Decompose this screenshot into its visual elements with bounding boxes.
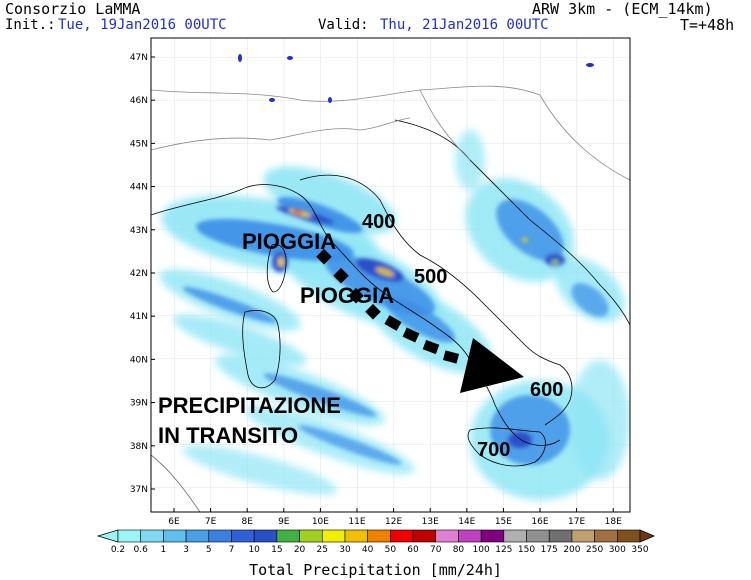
colorbar-label: 175 (540, 545, 558, 555)
colorbar-swatch (480, 529, 505, 543)
colorbar-label: 250 (586, 545, 604, 555)
lon-tick-18E: 18E (605, 517, 622, 527)
colorbar-swatch (299, 529, 323, 543)
colorbar-swatch (571, 529, 595, 543)
lon-tick-14E: 14E (458, 517, 475, 527)
lat-tick-46N: 46N (130, 96, 148, 106)
colorbar-right-arrow (639, 529, 656, 543)
colorbar-label: 25 (316, 545, 328, 555)
colorbar-swatch (367, 529, 391, 543)
colorbar-swatch (435, 529, 459, 543)
colorbar-label: 30 (339, 545, 351, 555)
colorbar-swatch (208, 529, 232, 543)
colorbar-swatch (503, 529, 527, 543)
lat-tick-41N: 41N (130, 312, 148, 322)
colorbar-label: 0.6 (133, 545, 148, 555)
colorbar-swatch (548, 529, 573, 543)
lat-tick-37N: 37N (130, 485, 148, 495)
colorbar-label: 5 (205, 545, 212, 555)
colorbar-swatch (321, 529, 346, 543)
colorbar-label: 70 (430, 545, 442, 555)
valid-label: Valid: (318, 17, 369, 33)
coastlines (151, 54, 630, 512)
colorbar-label: 1 (160, 545, 167, 555)
colorbar-label: 10 (248, 545, 260, 555)
lon-tick-11E: 11E (348, 517, 365, 527)
label-600: 600 (530, 379, 563, 401)
colorbar-label: 100 (472, 545, 490, 555)
label-500: 500 (414, 266, 447, 288)
lat-tick-45N: 45N (130, 139, 148, 149)
lon-tick-10E: 10E (312, 517, 329, 527)
colorbar-swatch (617, 529, 641, 543)
lon-tick-7E: 7E (205, 517, 217, 527)
lon-tick-16E: 16E (531, 517, 548, 527)
model-title: ARW 3km - (ECM_14km) (532, 0, 713, 18)
longitude-ticks: 6E 7E 8E 9E 10E 11E 12E 13E 14E 15E 16E 17E 18E (168, 508, 622, 527)
colorbar-label: 0.2 (110, 545, 126, 555)
lat-tick-38N: 38N (130, 442, 148, 452)
colorbar-label: 40 (361, 545, 374, 555)
colorbar (96, 529, 656, 543)
label-pioggia-2: PIOGGIA (300, 283, 394, 308)
init-date: Tue, 19Jan2016 00UTC (58, 17, 227, 33)
label-pioggia-1: PIOGGIA (242, 229, 336, 254)
colorbar-swatch (185, 529, 210, 543)
lat-tick-40N: 40N (130, 355, 148, 365)
lat-tick-43N: 43N (130, 226, 148, 236)
colorbar-label: 200 (563, 545, 581, 555)
lat-tick-42N: 42N (130, 269, 148, 279)
institution-title: Consorzio LaMMA (5, 0, 141, 18)
transit-arrow (316, 248, 524, 393)
lon-tick-8E: 8E (241, 517, 253, 527)
colorbar-left-arrow (96, 529, 119, 543)
colorbar-label: 7 (228, 545, 235, 555)
colorbar-label: 60 (407, 545, 419, 555)
lat-tick-39N: 39N (130, 399, 148, 409)
colorbar-swatch (344, 529, 368, 543)
lon-tick-15E: 15E (495, 517, 512, 527)
colorbar-swatch (231, 529, 255, 543)
colorbar-label: 150 (517, 545, 536, 555)
valid-date: Thu, 21Jan2016 00UTC (380, 17, 549, 33)
colorbar-swatch (276, 529, 300, 543)
label-transit-line2: IN TRANSITO (158, 423, 298, 448)
lon-tick-9E: 9E (278, 517, 290, 527)
colorbar-label: 80 (452, 545, 465, 555)
forecast-step: T=+48h (680, 16, 735, 34)
colorbar-label: 15 (271, 545, 283, 555)
colorbar-swatch (458, 529, 482, 543)
colorbar-swatch (253, 529, 278, 543)
colorbar-swatch (390, 529, 414, 543)
colorbar-swatch (526, 529, 550, 543)
colorbar-label: 300 (608, 545, 626, 555)
colorbar-swatch (594, 529, 618, 543)
label-400: 400 (362, 211, 395, 233)
init-label: Init.: (5, 17, 56, 33)
colorbar-label: 125 (495, 545, 513, 555)
latitude-ticks: 47N 46N 45N 44N 43N 42N 41N 40N 39N 38N 37N (130, 53, 155, 495)
lon-tick-12E: 12E (385, 517, 402, 527)
colorbar-label: 3 (183, 545, 189, 555)
lat-tick-44N: 44N (130, 183, 148, 193)
colorbar-swatch (140, 529, 164, 543)
colorbar-label: 20 (293, 545, 306, 555)
colorbar-title: Total Precipitation [mm/24h] (249, 561, 502, 579)
label-transit-line1: PRECIPITAZIONE (158, 393, 341, 418)
label-700: 700 (477, 439, 510, 461)
colorbar-swatch (117, 529, 141, 543)
colorbar-label: 350 (631, 545, 649, 555)
lon-tick-17E: 17E (568, 517, 585, 527)
lat-tick-47N: 47N (130, 53, 148, 63)
colorbar-label: 50 (384, 545, 397, 555)
lon-tick-13E: 13E (422, 517, 439, 527)
colorbar-swatch (163, 529, 187, 543)
lon-tick-6E: 6E (168, 517, 180, 527)
colorbar-swatch (412, 529, 437, 543)
